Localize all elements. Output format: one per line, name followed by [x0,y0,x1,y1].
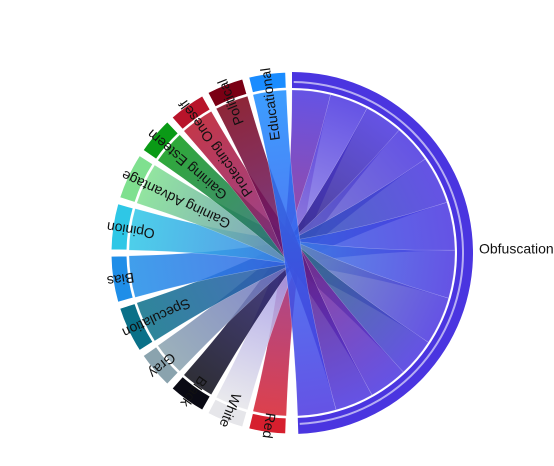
ribbon-educational [252,89,337,417]
arc-black [171,375,211,411]
arc-opinion [110,203,134,251]
ribbons-group [128,89,456,417]
arc-gray [142,346,180,385]
arc-speculation [119,302,154,352]
label-obfuscation: Obfuscation [479,240,554,256]
label-opinion: Opinion [106,219,156,242]
arc-red [248,412,287,435]
arc-protecting-oneself [171,95,211,131]
label-red: Red [260,412,279,440]
arc-gaining-esteem [142,121,180,160]
arc-educational [248,71,287,94]
label-bias: Bias [106,270,135,290]
arc-political [207,78,248,108]
arcs-group [110,71,474,435]
arc-gaining-advantage [119,154,154,204]
arc-white [207,398,248,428]
arc-bias [110,255,134,303]
